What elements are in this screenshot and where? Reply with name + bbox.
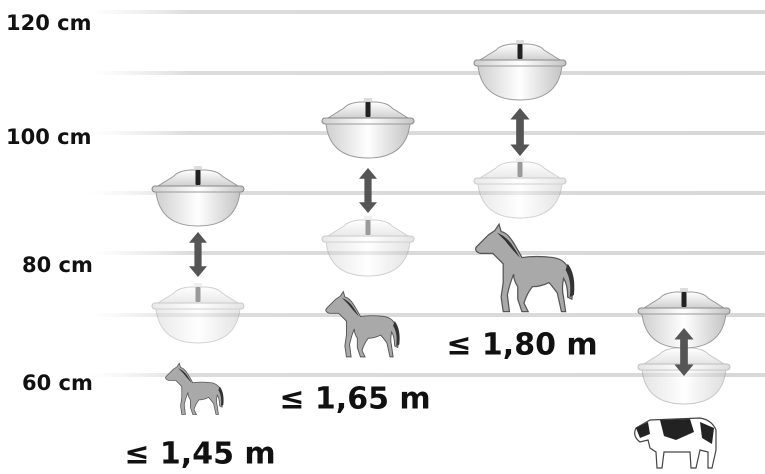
pony bbox=[166, 363, 224, 414]
bowl-low bbox=[152, 283, 244, 343]
horse bbox=[476, 224, 575, 311]
axis-label: 120 cm bbox=[6, 11, 91, 35]
pony-group: ≤ 1,45 m bbox=[124, 166, 275, 472]
bowl-low bbox=[474, 158, 566, 218]
axis-label: 100 cm bbox=[6, 125, 91, 149]
group-label: ≤ 1,80 m bbox=[446, 328, 597, 363]
bowl-high bbox=[474, 40, 566, 100]
horse bbox=[326, 292, 400, 357]
axis-label: 80 cm bbox=[22, 253, 93, 277]
arrow bbox=[359, 168, 377, 213]
cow bbox=[635, 418, 716, 468]
axis-label: 60 cm bbox=[22, 371, 93, 395]
bowl-low bbox=[322, 216, 414, 276]
infographic: 120 cm 100 cm 80 cm 60 cm ≤ 1,45 m ≤ 1,6… bbox=[0, 0, 765, 474]
group-label: ≤ 1,65 m bbox=[279, 382, 430, 417]
cow-group bbox=[635, 288, 730, 468]
horse-medium-group: ≤ 1,65 m bbox=[279, 98, 430, 417]
bowl-high bbox=[152, 166, 244, 226]
bowl-high bbox=[322, 98, 414, 158]
group-label: ≤ 1,45 m bbox=[124, 437, 275, 472]
